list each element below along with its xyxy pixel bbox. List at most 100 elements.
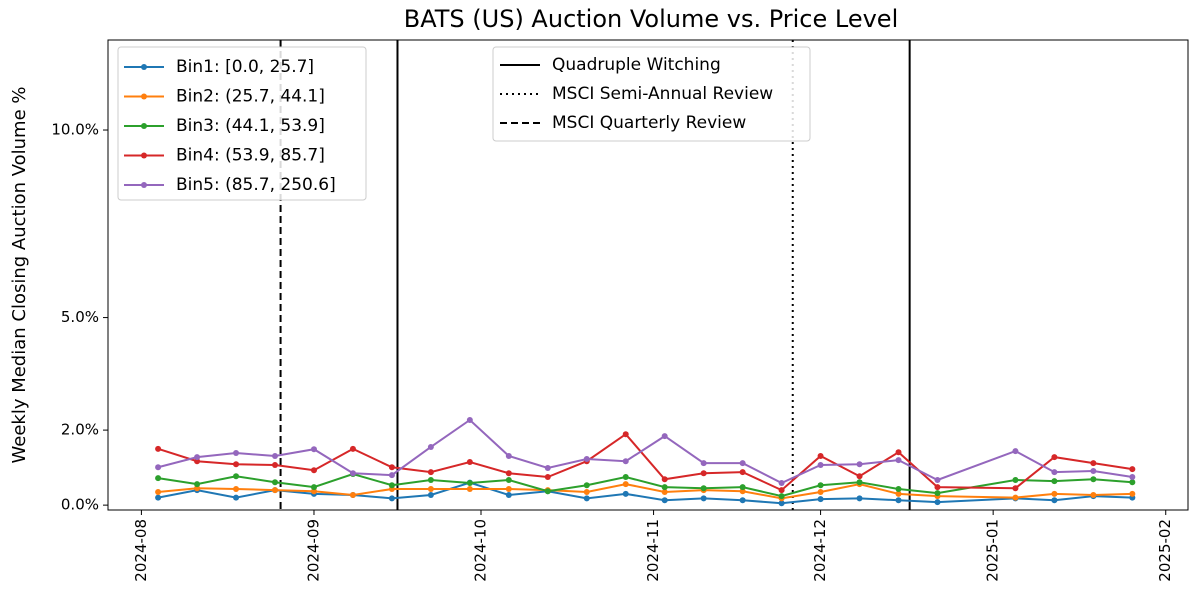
point	[505, 452, 512, 459]
point	[1051, 454, 1058, 461]
point	[310, 488, 317, 495]
series-line	[157, 418, 1133, 485]
point	[544, 464, 551, 471]
point	[194, 481, 201, 488]
point	[1090, 467, 1097, 474]
x-tick-label: 2025-02	[1156, 519, 1174, 582]
point	[895, 485, 902, 492]
point	[778, 500, 785, 507]
x-tick-label: 2025-01	[984, 519, 1002, 582]
point	[661, 488, 668, 495]
legend-label: Bin3: (44.1, 53.9]	[176, 116, 325, 136]
point	[388, 472, 395, 479]
point	[661, 484, 668, 491]
x-tick-label: 2024-11	[644, 519, 662, 582]
point	[272, 479, 279, 486]
point	[388, 464, 395, 471]
point	[700, 460, 707, 467]
point	[856, 473, 863, 480]
point	[194, 458, 201, 465]
point	[272, 452, 279, 459]
point	[817, 461, 824, 468]
y-tick-label: 2.0%	[61, 421, 99, 439]
point	[778, 479, 785, 486]
point	[817, 488, 824, 495]
legend-label: Bin2: (25.7, 44.1]	[176, 87, 325, 107]
x-tick-label: 2024-09	[304, 519, 322, 582]
point	[1090, 476, 1097, 483]
x-tick-label: 2024-12	[811, 519, 829, 582]
point	[583, 482, 590, 489]
x-tick-label: 2024-08	[132, 519, 150, 582]
point	[233, 494, 240, 501]
point	[661, 433, 668, 440]
point	[778, 487, 785, 494]
point	[817, 496, 824, 503]
point	[427, 485, 434, 492]
point	[349, 470, 356, 477]
legend-marker	[141, 152, 147, 159]
x-tick-label: 2024-10	[471, 519, 489, 582]
point	[233, 461, 240, 468]
point	[778, 493, 785, 500]
point	[310, 484, 317, 491]
point	[427, 469, 434, 476]
point	[233, 485, 240, 492]
point	[1090, 460, 1097, 467]
point	[272, 461, 279, 468]
point	[622, 458, 629, 465]
legend-marker	[141, 182, 147, 188]
legend-label: Quadruple Witching	[552, 55, 721, 75]
point	[466, 485, 473, 492]
point	[622, 473, 629, 480]
point	[544, 473, 551, 480]
point	[1012, 485, 1019, 492]
point	[272, 487, 279, 494]
point	[1051, 497, 1058, 504]
point	[856, 479, 863, 486]
point	[895, 497, 902, 504]
y-tick-label: 5.0%	[61, 308, 99, 326]
point	[817, 452, 824, 459]
point	[739, 497, 746, 504]
point	[895, 490, 902, 497]
legend: Bin1: [0.0, 25.7] Bin2: (25.7, 44.1] Bin3:…	[117, 46, 367, 201]
point	[388, 495, 395, 502]
y-tick-label: 0.0%	[61, 496, 99, 514]
point	[1090, 491, 1097, 498]
point	[388, 482, 395, 489]
point	[427, 476, 434, 483]
point	[544, 488, 551, 495]
point	[505, 485, 512, 492]
point	[739, 469, 746, 476]
point	[505, 491, 512, 498]
point	[895, 449, 902, 456]
point	[1129, 473, 1136, 480]
point	[661, 476, 668, 483]
point	[1012, 448, 1019, 455]
legend-label: Bin5: (85.7, 250.6]	[176, 175, 336, 195]
point	[856, 495, 863, 502]
point	[934, 484, 941, 491]
point	[194, 454, 201, 461]
point	[934, 476, 941, 483]
point	[310, 467, 317, 474]
legend-label: MSCI Semi-Annual Review	[552, 84, 773, 104]
point	[622, 481, 629, 488]
y-axis-label: Weekly Median Closing Auction Volume %	[9, 87, 30, 464]
point	[1051, 469, 1058, 476]
legend-box	[492, 46, 811, 142]
point	[583, 455, 590, 462]
legend: Quadruple Witching MSCI Semi-Annual Revie…	[492, 46, 811, 142]
legend-box	[117, 46, 367, 201]
legend-marker	[141, 64, 147, 70]
point	[233, 473, 240, 480]
point	[155, 475, 162, 482]
point	[349, 491, 356, 498]
point	[1012, 494, 1019, 501]
point	[622, 431, 629, 438]
point	[466, 416, 473, 423]
point	[583, 495, 590, 502]
point	[934, 490, 941, 497]
